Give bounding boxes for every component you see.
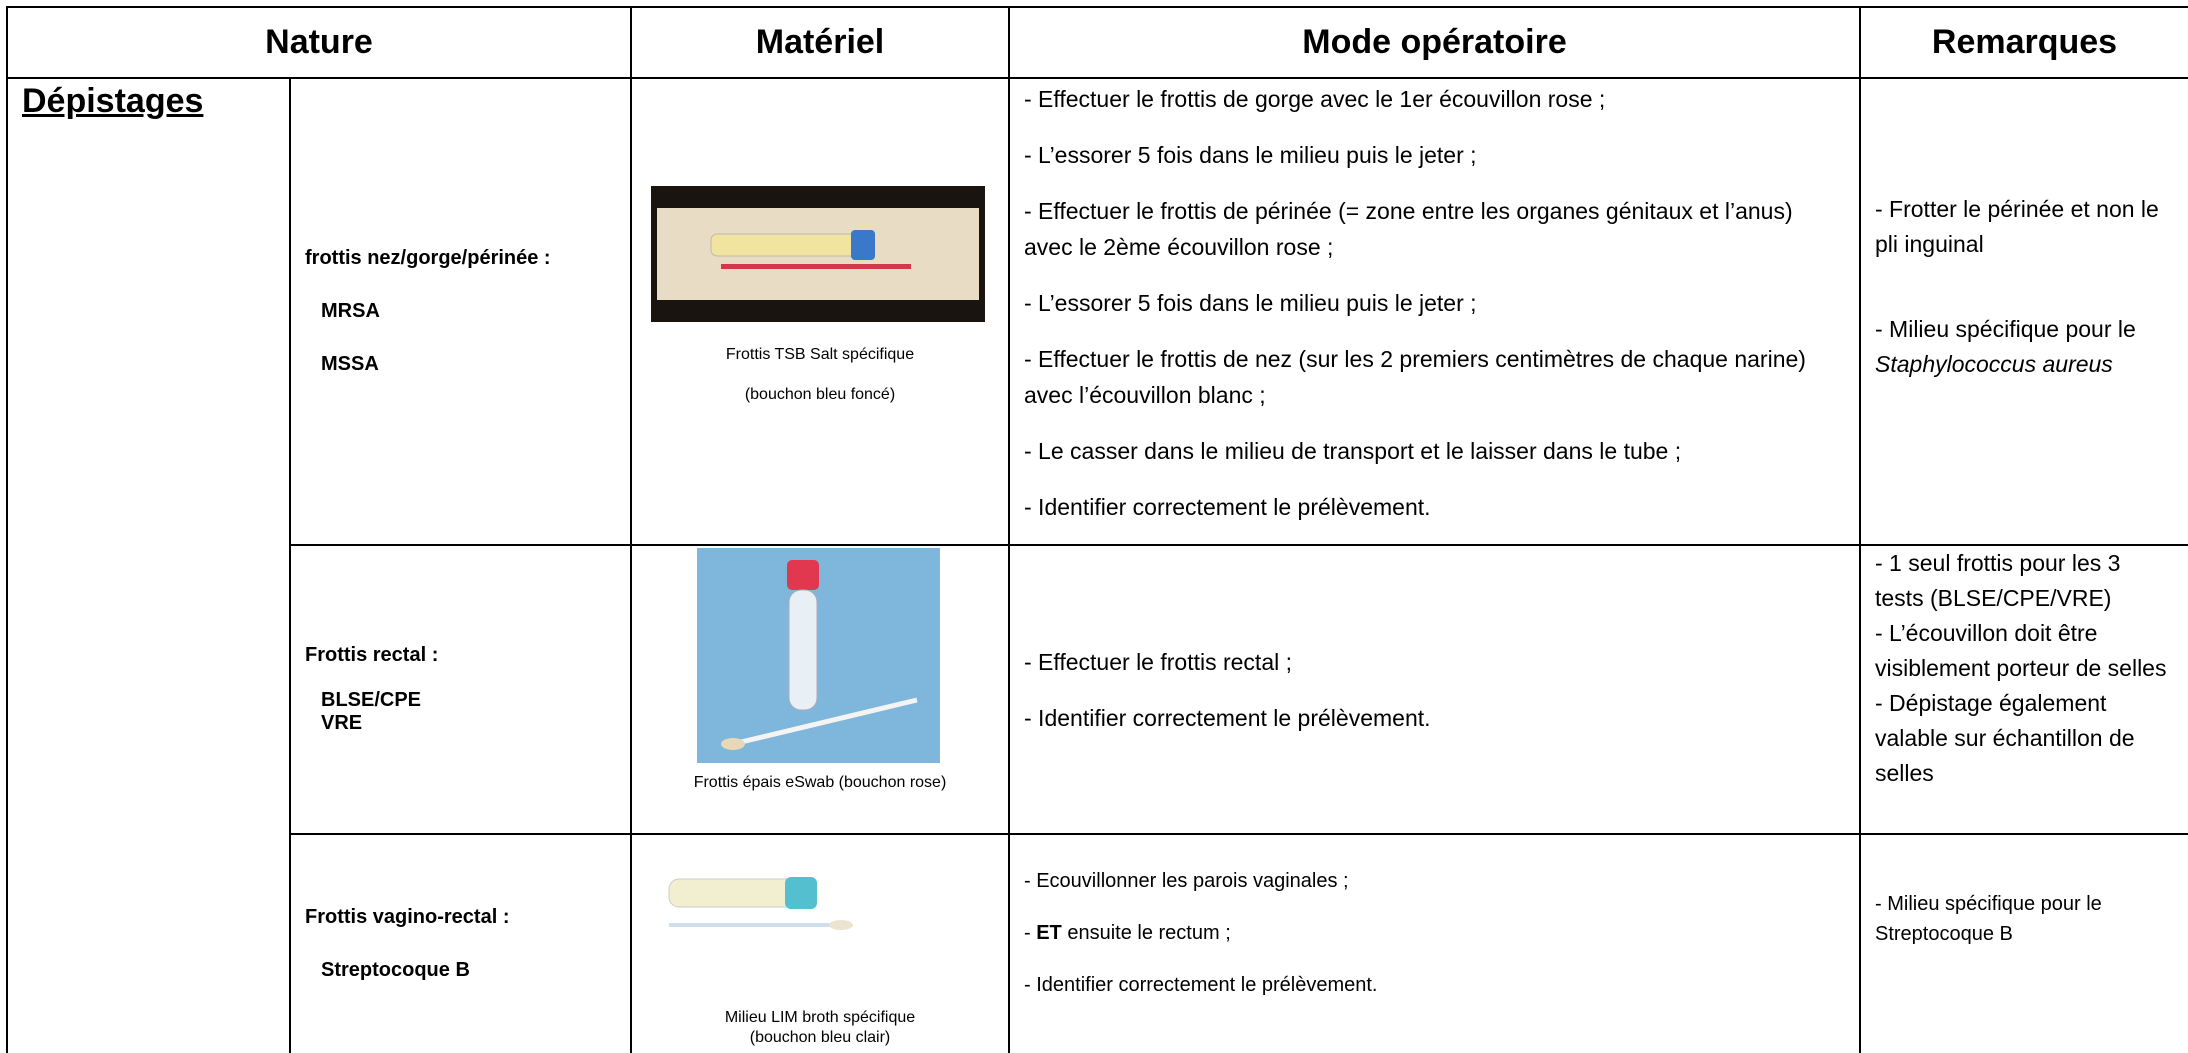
nature-cell: frottis nez/gorge/périnée : MRSA MSSA <box>291 79 630 544</box>
material-caption: Frottis épais eSwab (bouchon rose) <box>632 768 1008 798</box>
image-tsb-swab <box>651 186 985 322</box>
steps-cell: - Effectuer le frottis de gorge avec le … <box>1010 79 1859 544</box>
remark: - Frotter le périnée et non le pli ingui… <box>1875 195 2159 257</box>
border <box>7 6 2188 8</box>
nature-item: Streptocoque B <box>321 959 470 981</box>
steps-cell: - Effectuer le frottis rectal ; - Identif… <box>1010 546 1859 833</box>
border <box>6 6 8 1053</box>
remark: - Dépistage également valable sur échant… <box>1875 690 2135 786</box>
step: - L’essorer 5 fois dans le milieu puis l… <box>1024 290 1477 316</box>
header-cell: Nature <box>265 23 373 61</box>
border <box>1859 6 1861 1053</box>
border <box>7 77 2188 79</box>
nature-item: BLSE/CPE <box>321 689 422 711</box>
material-caption: Frottis TSB Salt spécifique (bouchon bleu… <box>632 340 1008 410</box>
step: - Identifier correctement le prélèvement… <box>1024 494 1431 520</box>
step: - Ecouvillonner les parois vaginales ; <box>1024 870 1349 892</box>
step: - Effectuer le frottis de nez (sur les 2… <box>1024 346 1806 408</box>
remarks-cell: - Milieu spécifique pour le Streptocoque… <box>1861 835 2188 1053</box>
section-title: Dépistages <box>22 82 204 120</box>
nature-item: VRE <box>321 712 363 734</box>
caption-line: (bouchon bleu foncé) <box>744 386 896 403</box>
nature-title: Frottis rectal : <box>305 644 439 666</box>
text-run: ensuite le rectum ; <box>1061 922 1231 944</box>
step: - Effectuer le frottis rectal ; <box>1024 648 1293 675</box>
header-cell: Remarques <box>1931 23 2118 61</box>
border <box>289 833 2188 835</box>
remark: - 1 seul frottis pour les 3 tests (BLSE/… <box>1875 550 2121 611</box>
remarks-cell: - 1 seul frottis pour les 3 tests (BLSE/… <box>1861 546 2188 833</box>
nature-title: frottis nez/gorge/périnée : <box>305 247 551 269</box>
step: - ET ensuite le rectum ; <box>1024 918 1845 948</box>
caption-line: Frottis épais eSwab (bouchon rose) <box>693 774 947 791</box>
border <box>289 78 291 1053</box>
step: - Effectuer le frottis de périnée (= zon… <box>1024 198 1793 260</box>
border <box>1008 6 1010 1053</box>
caption-line: Milieu LIM broth spécifique <box>724 1009 916 1026</box>
nature-cell: Frottis rectal : BLSE/CPE VRE <box>291 546 630 833</box>
text-run: ET <box>1036 922 1062 944</box>
remark: - L’écouvillon doit être visiblement por… <box>1875 620 2167 681</box>
step: - Identifier correctement le prélèvement… <box>1024 974 1378 996</box>
caption-line: (bouchon bleu clair) <box>749 1029 891 1046</box>
border <box>289 544 2188 546</box>
step: - Le casser dans le milieu de transport … <box>1024 438 1682 464</box>
text-run: Staphylococcus aureus <box>1875 350 2113 377</box>
step: - L’essorer 5 fois dans le milieu puis l… <box>1024 142 1477 168</box>
material-caption: Milieu LIM broth spécifique (bouchon bleu… <box>632 1008 1008 1048</box>
nature-title: Frottis vagino-rectal : <box>305 906 510 928</box>
header-cell: Matériel <box>755 23 885 61</box>
header-cell: Mode opératoire <box>1302 23 1567 61</box>
remark: - Milieu spécifique pour le Staphylococc… <box>1875 312 2174 382</box>
remarks-cell: - Frotter le périnée et non le pli ingui… <box>1861 79 2188 544</box>
remark: - Milieu spécifique pour le Streptocoque… <box>1875 893 2102 945</box>
image-lim-broth <box>668 877 853 930</box>
border <box>630 6 632 1053</box>
steps-cell: - Ecouvillonner les parois vaginales ; - … <box>1010 835 1859 1053</box>
text-run: - <box>1024 922 1037 944</box>
step: - Identifier correctement le prélèvement… <box>1024 704 1431 731</box>
text-run: - Milieu spécifique pour le <box>1875 315 2136 342</box>
nature-item: MRSA <box>321 300 380 322</box>
caption-line: Frottis TSB Salt spécifique <box>725 346 915 363</box>
image-eswab <box>697 548 940 763</box>
nature-cell: Frottis vagino-rectal : Streptocoque B <box>291 835 630 1053</box>
nature-item: MSSA <box>321 353 379 375</box>
step: - Effectuer le frottis de gorge avec le … <box>1024 86 1606 112</box>
